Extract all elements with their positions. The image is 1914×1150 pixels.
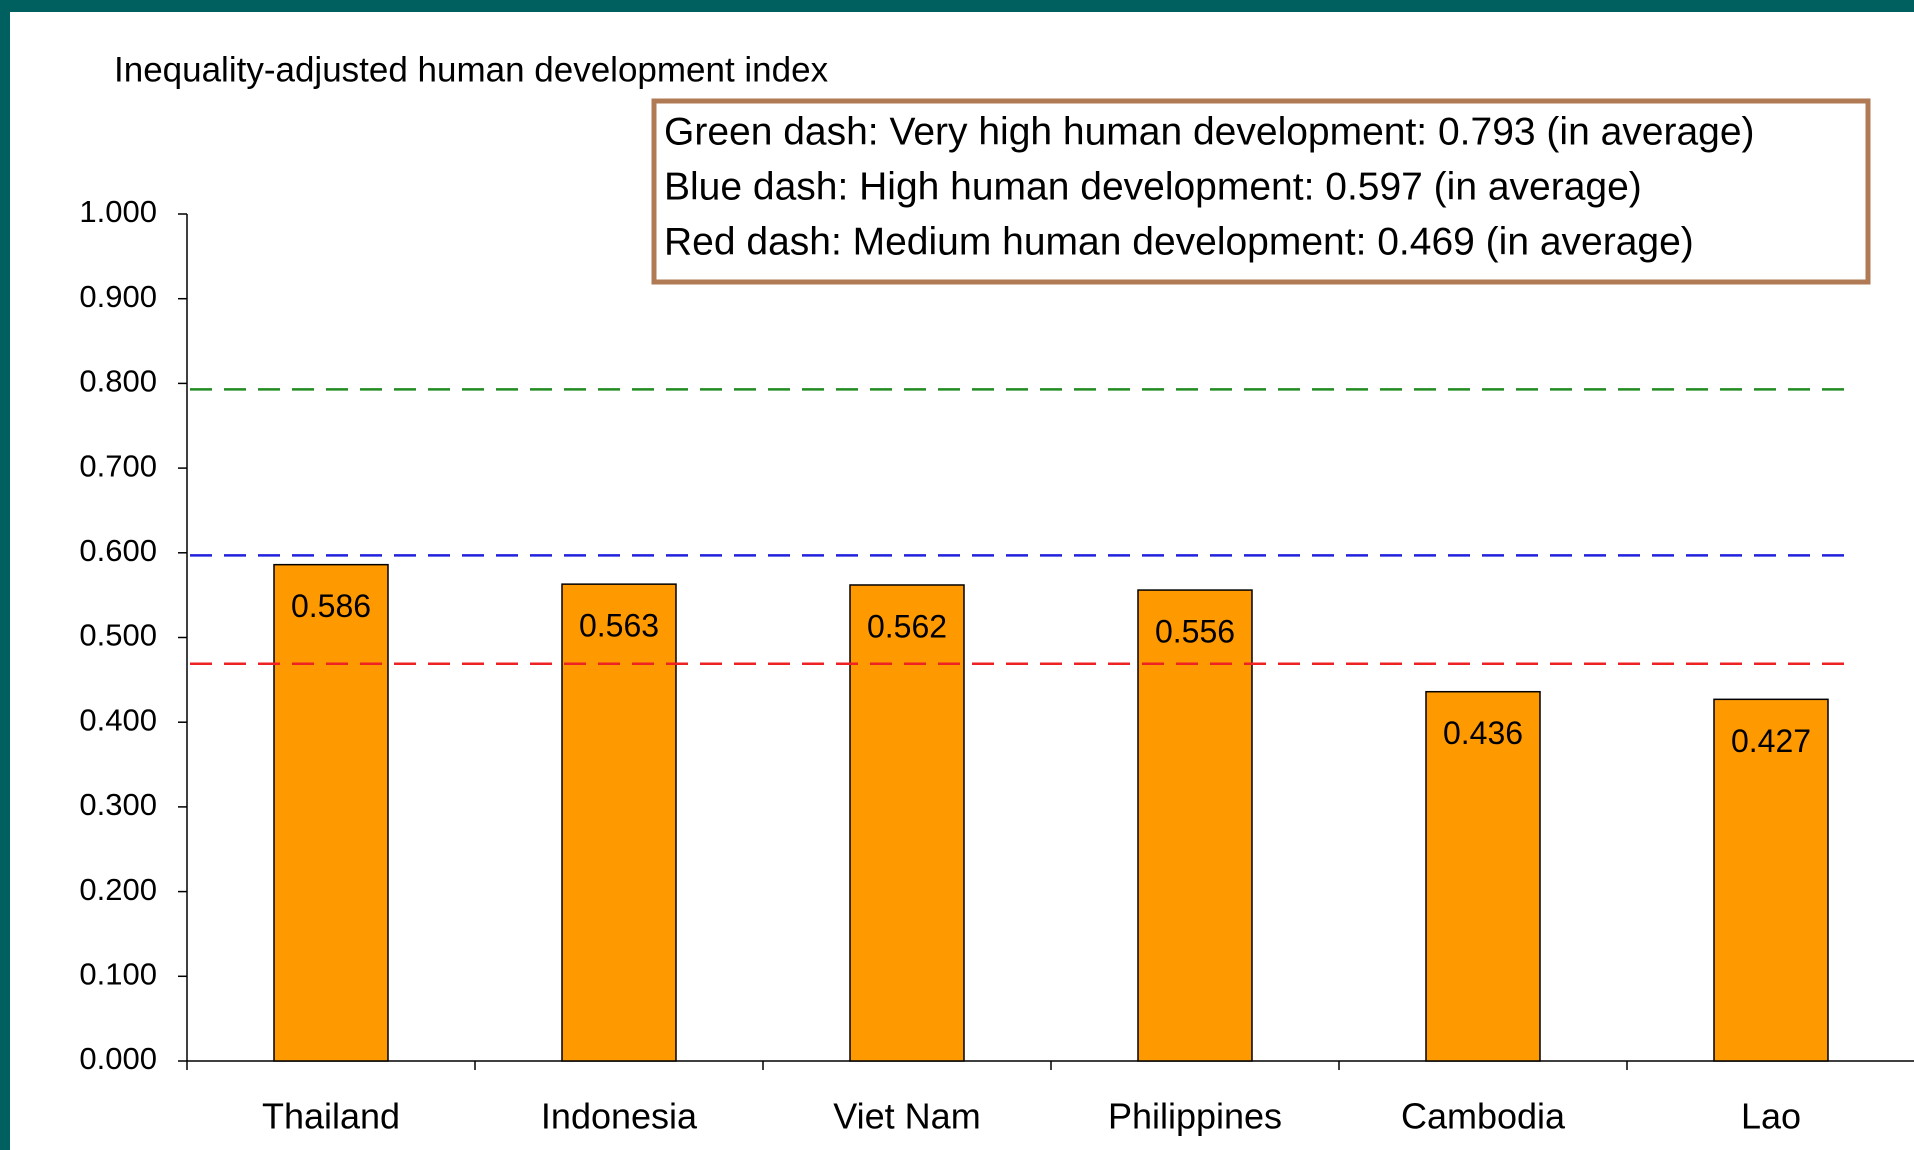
y-tick-label: 0.100 <box>79 956 157 991</box>
annotation: Blue dash: High human development: 0.597… <box>664 165 1642 208</box>
bar <box>273 563 389 1062</box>
y-tick-label: 0.800 <box>79 364 157 399</box>
data-label: 0.562 <box>867 608 947 644</box>
x-tick-label: Philippines <box>1108 1096 1282 1137</box>
x-tick-label: Thailand <box>262 1096 400 1137</box>
legend-box <box>651 98 1871 285</box>
x-tick-label: Cambodia <box>1401 1096 1566 1137</box>
data-label: 0.427 <box>1731 723 1811 759</box>
x-tick-label: Viet Nam <box>833 1096 980 1137</box>
bar <box>1425 690 1541 1062</box>
bar <box>849 584 965 1062</box>
annotation: Red dash: Medium human development: 0.46… <box>664 220 1694 263</box>
bar <box>561 583 677 1062</box>
data-label: 0.563 <box>579 608 659 644</box>
y-tick-label: 0.400 <box>79 702 157 737</box>
annotation: Green dash: Very high human development:… <box>664 110 1755 153</box>
data-label: 0.436 <box>1443 715 1523 751</box>
bar <box>1713 698 1829 1062</box>
y-tick-label: 0.700 <box>79 448 157 483</box>
y-tick-label: 1.000 <box>79 194 157 229</box>
data-label: 0.586 <box>291 588 371 624</box>
x-tick-label: Lao <box>1741 1096 1801 1137</box>
y-tick-label: 0.600 <box>79 533 157 568</box>
y-tick-label: 0.000 <box>79 1041 157 1076</box>
bar <box>1137 589 1253 1062</box>
data-label: 0.556 <box>1155 614 1235 650</box>
y-tick-label: 0.900 <box>79 279 157 314</box>
y-tick-label: 0.200 <box>79 872 157 907</box>
y-tick-label: 0.300 <box>79 787 157 822</box>
chart-title: Inequality-adjusted human development in… <box>114 50 829 89</box>
x-tick-label: Indonesia <box>541 1096 698 1137</box>
y-tick-label: 0.500 <box>79 618 157 653</box>
